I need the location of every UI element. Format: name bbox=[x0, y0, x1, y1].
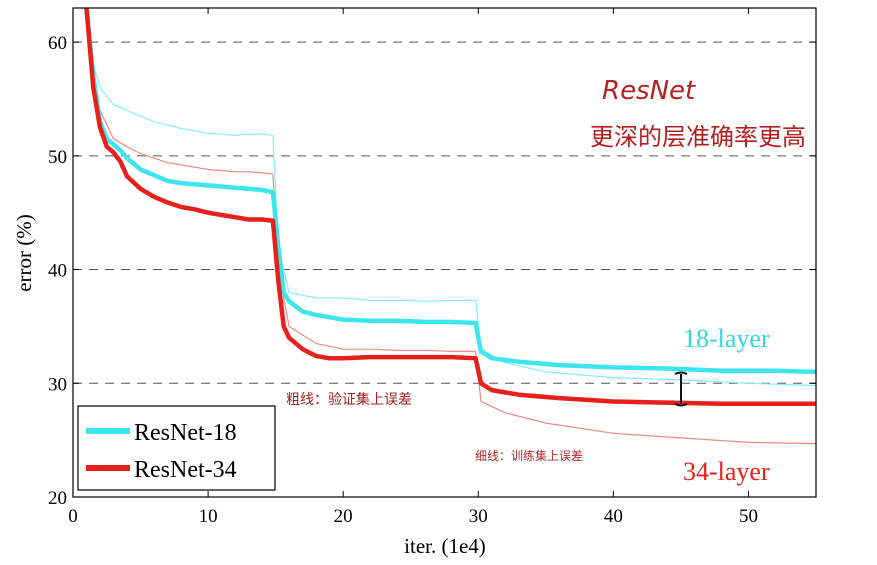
plot-frame bbox=[72, 7, 817, 498]
series-line-resnet-34-training bbox=[85, 7, 817, 445]
grid-lines bbox=[73, 41, 816, 384]
label-34-layer: 34-layer bbox=[683, 457, 770, 486]
legend-label-resnet18: ResNet-18 bbox=[134, 420, 237, 446]
label-18-layer: 18-layer bbox=[683, 324, 770, 353]
x-tick-label: 20 bbox=[334, 506, 353, 527]
x-tick-label: 30 bbox=[469, 506, 488, 527]
x-axis-label: iter. (1e4) bbox=[404, 534, 486, 558]
legend-label-resnet34: ResNet-34 bbox=[134, 457, 237, 483]
legend: ResNet-18 ResNet-34 bbox=[77, 405, 276, 491]
y-tick-label: 30 bbox=[48, 374, 67, 395]
note-thick-line: 粗线：验证集上误差 bbox=[286, 391, 412, 408]
series-line-resnet-34-validation bbox=[84, 7, 816, 406]
y-tick-label: 40 bbox=[48, 261, 67, 282]
gap-marker bbox=[674, 371, 688, 407]
y-tick-label: 50 bbox=[48, 147, 67, 168]
y-axis-label: error (%) bbox=[12, 214, 36, 292]
note-subtitle: 更深的层准确率更高 bbox=[590, 123, 806, 151]
note-thin-line: 细线：训练集上误差 bbox=[475, 448, 583, 463]
x-tick-label: 50 bbox=[739, 506, 758, 527]
series-lines bbox=[84, 7, 817, 445]
y-tick-label: 60 bbox=[48, 33, 67, 54]
x-tick-label: 10 bbox=[199, 506, 218, 527]
legend-box bbox=[77, 405, 276, 491]
axis-ticks: 0 10 20 30 40 50 20 30 40 50 60 bbox=[48, 8, 816, 527]
x-tick-label: 0 bbox=[68, 506, 78, 527]
y-tick-label: 20 bbox=[48, 488, 67, 509]
series-line-resnet-18-validation bbox=[84, 7, 817, 375]
x-tick-label: 40 bbox=[604, 506, 623, 527]
note-title: ResNet bbox=[602, 76, 696, 106]
